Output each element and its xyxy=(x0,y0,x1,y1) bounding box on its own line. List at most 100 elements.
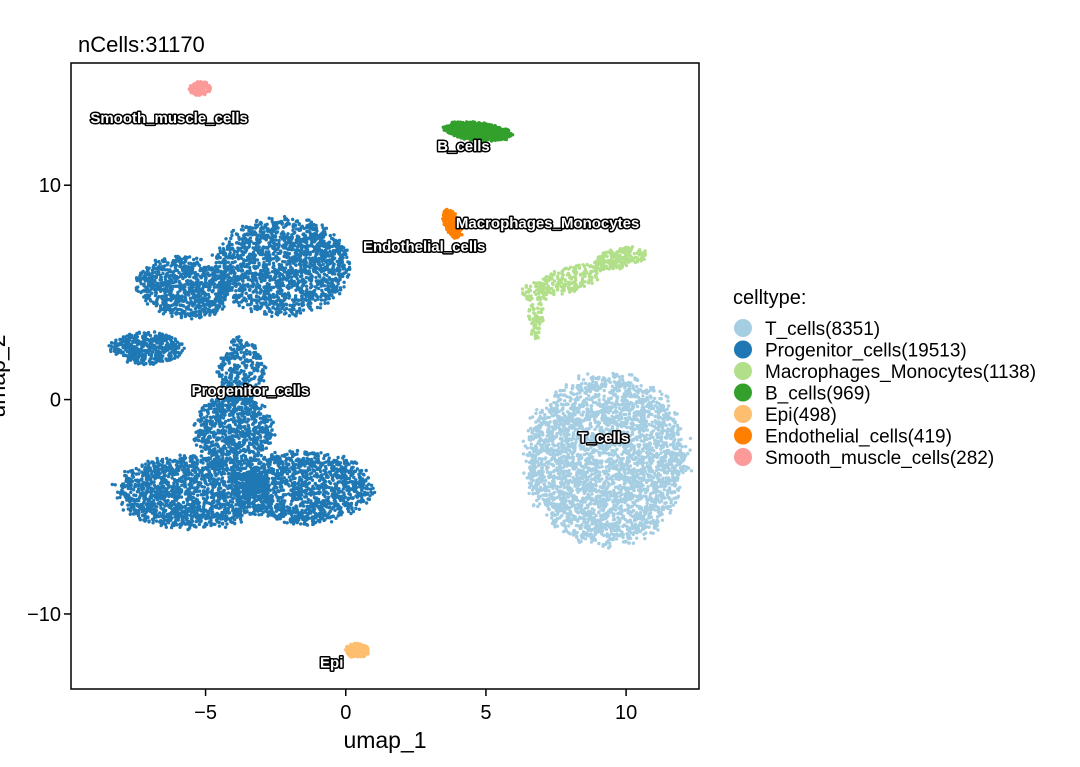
point xyxy=(237,282,242,286)
point xyxy=(332,238,336,242)
point xyxy=(615,410,619,414)
point xyxy=(552,502,557,506)
point xyxy=(606,546,611,550)
point xyxy=(545,447,549,451)
point xyxy=(650,491,655,495)
point xyxy=(300,224,304,228)
point xyxy=(309,279,313,283)
point xyxy=(658,396,662,401)
point xyxy=(623,497,627,501)
point xyxy=(667,486,672,490)
point xyxy=(552,522,557,526)
point xyxy=(635,378,640,383)
point xyxy=(660,426,665,430)
point xyxy=(646,520,651,524)
point xyxy=(641,471,645,475)
point xyxy=(647,516,651,520)
point xyxy=(603,421,607,425)
point xyxy=(554,390,558,394)
point xyxy=(653,419,657,423)
point xyxy=(605,540,609,545)
point xyxy=(222,261,226,265)
point xyxy=(264,256,268,260)
point xyxy=(255,301,259,305)
point xyxy=(561,506,565,510)
point xyxy=(562,476,566,480)
point xyxy=(305,264,309,268)
point xyxy=(605,410,609,414)
point xyxy=(272,295,276,299)
point xyxy=(550,425,554,429)
point xyxy=(586,482,591,486)
point xyxy=(612,481,616,485)
point xyxy=(264,225,268,229)
point xyxy=(304,256,308,260)
point xyxy=(282,215,287,219)
point xyxy=(561,465,566,470)
point xyxy=(668,511,672,515)
point xyxy=(258,237,262,242)
point xyxy=(661,428,666,433)
point xyxy=(611,518,616,522)
point xyxy=(271,306,275,310)
point xyxy=(218,255,222,260)
point xyxy=(230,276,234,281)
point xyxy=(663,455,668,459)
point xyxy=(628,531,633,535)
point xyxy=(312,226,317,230)
point xyxy=(647,422,651,427)
point xyxy=(542,417,546,421)
point xyxy=(671,443,676,447)
point xyxy=(653,404,658,408)
point xyxy=(571,403,575,408)
point xyxy=(600,465,604,469)
point xyxy=(529,459,533,463)
point xyxy=(549,502,553,506)
point xyxy=(239,253,243,258)
point xyxy=(316,246,320,251)
point xyxy=(567,524,571,528)
point xyxy=(556,409,560,413)
point xyxy=(539,466,544,470)
point xyxy=(338,248,342,253)
point xyxy=(265,245,269,250)
point xyxy=(589,488,593,492)
point xyxy=(529,481,533,485)
point xyxy=(622,481,627,485)
point xyxy=(628,478,632,482)
point xyxy=(631,405,636,409)
point xyxy=(569,423,574,428)
point xyxy=(646,414,650,419)
point xyxy=(326,284,330,288)
point xyxy=(277,285,281,289)
point xyxy=(552,468,557,473)
point xyxy=(267,216,271,220)
point xyxy=(643,505,647,510)
point xyxy=(291,228,295,232)
point xyxy=(645,433,649,437)
point xyxy=(536,494,541,499)
point xyxy=(528,438,533,442)
point xyxy=(647,478,651,483)
point xyxy=(664,501,668,505)
point xyxy=(678,450,682,455)
point xyxy=(267,259,272,263)
point xyxy=(665,471,669,475)
point xyxy=(276,278,281,283)
point xyxy=(297,262,302,266)
point xyxy=(645,498,650,503)
point xyxy=(602,517,606,521)
point xyxy=(622,392,626,396)
point xyxy=(580,404,585,409)
point xyxy=(253,305,257,309)
point xyxy=(646,484,650,489)
point xyxy=(632,423,636,427)
point xyxy=(580,388,584,393)
point xyxy=(632,502,637,506)
point xyxy=(242,258,246,262)
point xyxy=(600,477,604,481)
point xyxy=(545,434,549,438)
point xyxy=(651,459,655,463)
point xyxy=(292,299,296,304)
point xyxy=(548,492,552,497)
